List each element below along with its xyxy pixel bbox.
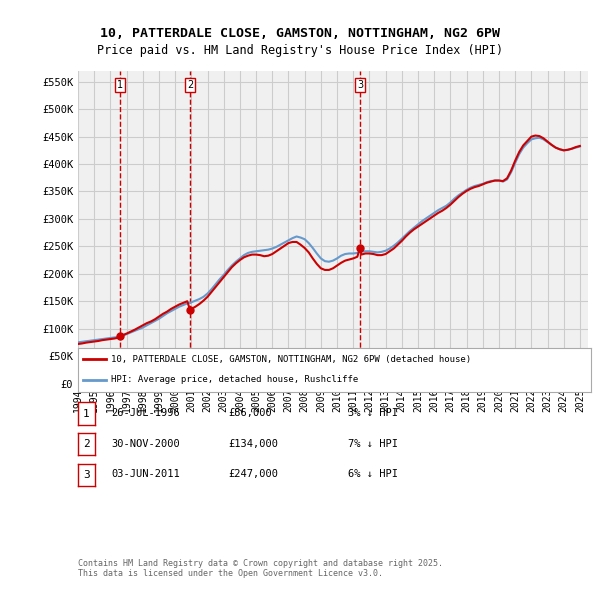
Text: Contains HM Land Registry data © Crown copyright and database right 2025.
This d: Contains HM Land Registry data © Crown c… bbox=[78, 559, 443, 578]
Text: 6% ↓ HPI: 6% ↓ HPI bbox=[348, 470, 398, 479]
Text: Price paid vs. HM Land Registry's House Price Index (HPI): Price paid vs. HM Land Registry's House … bbox=[97, 44, 503, 57]
Text: £247,000: £247,000 bbox=[228, 470, 278, 479]
Text: 7% ↓ HPI: 7% ↓ HPI bbox=[348, 439, 398, 448]
Text: 10, PATTERDALE CLOSE, GAMSTON, NOTTINGHAM, NG2 6PW (detached house): 10, PATTERDALE CLOSE, GAMSTON, NOTTINGHA… bbox=[112, 355, 472, 363]
Text: 10, PATTERDALE CLOSE, GAMSTON, NOTTINGHAM, NG2 6PW: 10, PATTERDALE CLOSE, GAMSTON, NOTTINGHA… bbox=[100, 27, 500, 40]
Text: £134,000: £134,000 bbox=[228, 439, 278, 448]
Text: £86,000: £86,000 bbox=[228, 408, 272, 418]
Text: 3: 3 bbox=[357, 80, 363, 90]
Text: 1: 1 bbox=[83, 409, 90, 418]
Text: 03-JUN-2011: 03-JUN-2011 bbox=[111, 470, 180, 479]
Text: HPI: Average price, detached house, Rushcliffe: HPI: Average price, detached house, Rush… bbox=[112, 375, 359, 385]
Text: 2: 2 bbox=[187, 80, 193, 90]
Text: 30-NOV-2000: 30-NOV-2000 bbox=[111, 439, 180, 448]
Text: 1: 1 bbox=[116, 80, 122, 90]
Text: 2: 2 bbox=[83, 440, 90, 449]
Text: 26-JUL-1996: 26-JUL-1996 bbox=[111, 408, 180, 418]
Text: 3% ↓ HPI: 3% ↓ HPI bbox=[348, 408, 398, 418]
Text: 3: 3 bbox=[83, 470, 90, 480]
